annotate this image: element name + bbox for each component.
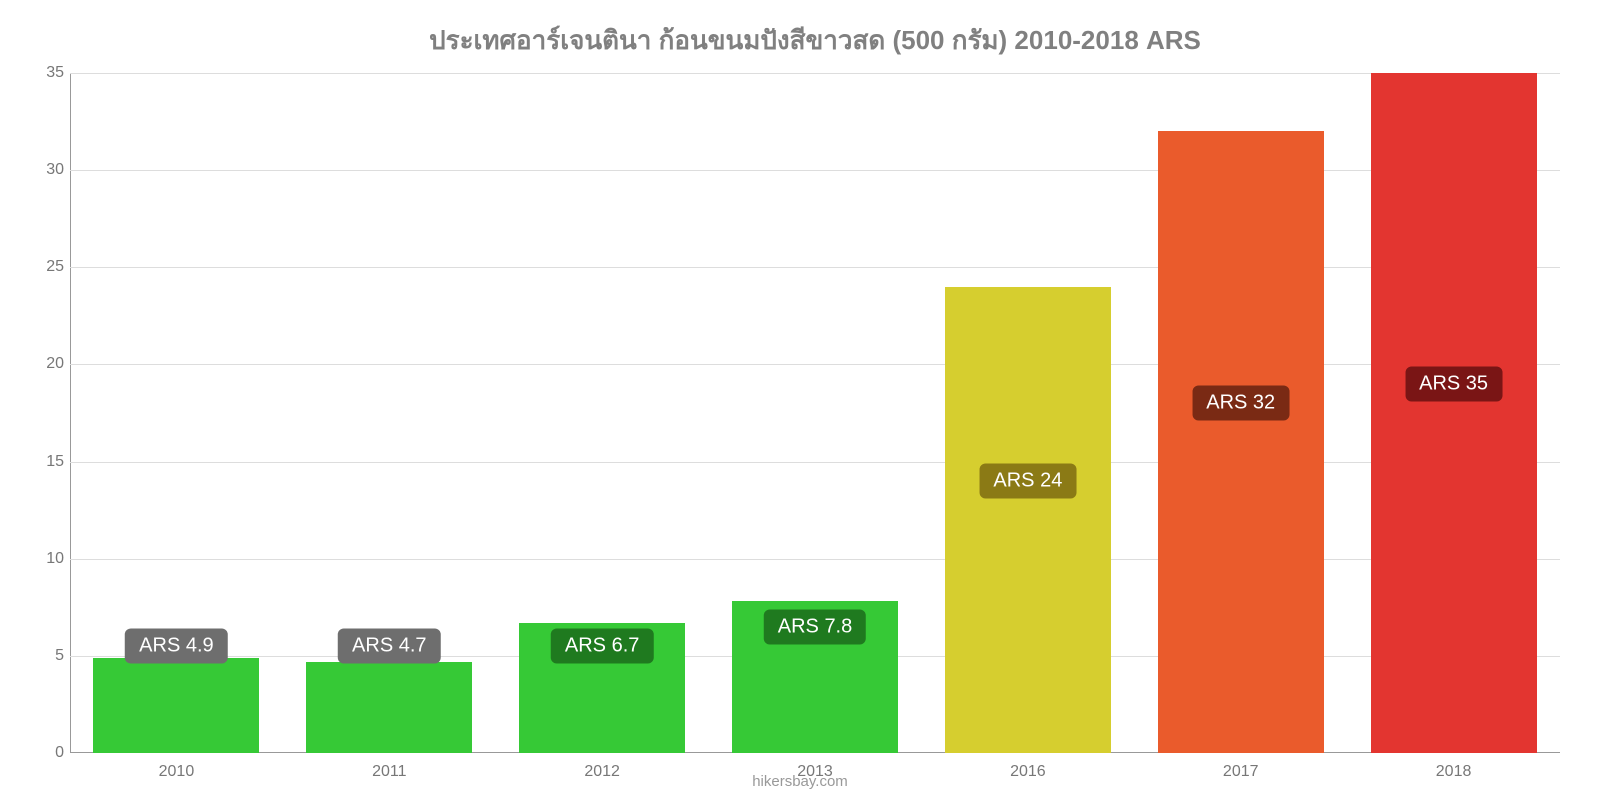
bar: ARS 4.9	[93, 658, 259, 753]
bread-price-chart: ประเทศอาร์เจนตินา ก้อนขนมปังสีขาวสด (500…	[0, 0, 1600, 800]
bar-slot: ARS 352018	[1347, 73, 1560, 753]
y-tick-label: 20	[20, 355, 64, 373]
bars-container: ARS 4.92010ARS 4.72011ARS 6.72012ARS 7.8…	[70, 73, 1560, 753]
bar-slot: ARS 322017	[1134, 73, 1347, 753]
y-tick-label: 30	[20, 161, 64, 179]
y-tick-label: 25	[20, 258, 64, 276]
bar-slot: ARS 6.72012	[496, 73, 709, 753]
bar-value-label: ARS 6.7	[551, 629, 653, 664]
bar-value-label: ARS 32	[1192, 386, 1289, 421]
bar-value-label: ARS 24	[979, 464, 1076, 499]
attribution: hikersbay.com	[0, 773, 1600, 790]
bar-value-label: ARS 7.8	[764, 609, 866, 644]
bar: ARS 32	[1158, 131, 1324, 753]
y-tick-label: 0	[20, 744, 64, 762]
plot-area: 05101520253035 ARS 4.92010ARS 4.72011ARS…	[70, 73, 1560, 753]
bar: ARS 24	[945, 287, 1111, 753]
bar-slot: ARS 242016	[921, 73, 1134, 753]
chart-title: ประเทศอาร์เจนตินา ก้อนขนมปังสีขาวสด (500…	[70, 20, 1560, 61]
bar-slot: ARS 4.72011	[283, 73, 496, 753]
bar: ARS 35	[1371, 73, 1537, 753]
bar: ARS 7.8	[732, 601, 898, 753]
bar-value-label: ARS 35	[1405, 366, 1502, 401]
bar-value-label: ARS 4.7	[338, 629, 440, 664]
y-tick-label: 35	[20, 64, 64, 82]
bar-slot: ARS 7.82013	[709, 73, 922, 753]
y-tick-label: 10	[20, 550, 64, 568]
bar: ARS 4.7	[306, 662, 472, 753]
bar: ARS 6.7	[519, 623, 685, 753]
bar-value-label: ARS 4.9	[125, 629, 227, 664]
y-tick-label: 5	[20, 647, 64, 665]
bar-slot: ARS 4.92010	[70, 73, 283, 753]
y-tick-label: 15	[20, 453, 64, 471]
